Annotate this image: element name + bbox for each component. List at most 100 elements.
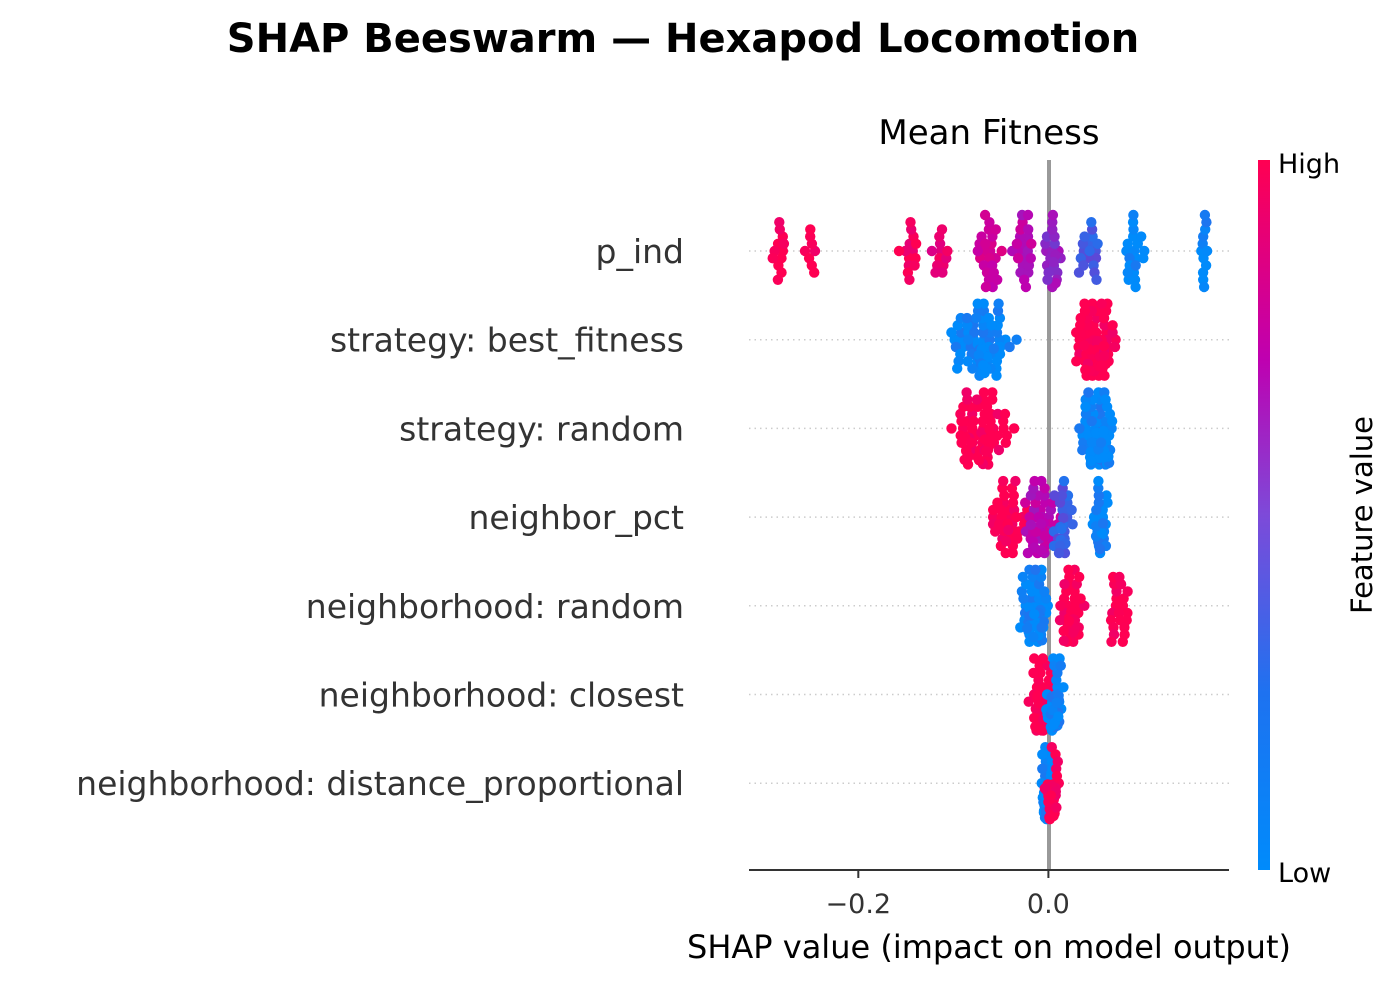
shap-point [805,224,816,235]
shap-point [1085,455,1097,466]
shap-point [1008,423,1020,434]
shap-point [1023,696,1034,707]
shap-point [1035,518,1047,529]
shap-point [979,209,991,221]
shap-point [1037,763,1048,774]
shap-point [809,267,820,278]
feature-rows: p_ind strategy: best_fitness strategy: ran… [76,232,1229,803]
shap-point [1059,579,1070,590]
shap-point [1047,224,1058,235]
shap-point [1074,571,1085,583]
shap-point [1020,281,1032,293]
shap-point [1019,497,1031,508]
shap-point [1075,312,1086,324]
colorbar-high-label: High [1278,149,1340,180]
shap-point [1012,533,1023,544]
shap-point [905,217,916,228]
shap-point [1003,524,1014,536]
shap-point [1055,600,1066,611]
shap-point [1091,504,1102,516]
shap-point [1098,425,1109,437]
shap-point [1042,274,1053,285]
shap-point [1058,635,1070,646]
shap-point [1136,231,1147,242]
shap-point [1117,636,1129,647]
shap-point [1048,719,1059,730]
shap-point [1051,697,1062,708]
shap-point [1039,783,1051,794]
shap-point [1098,452,1110,463]
shap-point [980,238,991,249]
shap-point [1052,756,1064,767]
shap-point [1000,536,1012,547]
shap-point [1010,475,1021,487]
shap-point [926,245,938,257]
feature-label: neighborhood: closest [319,676,684,715]
shap-point [1100,394,1111,405]
shap-point [1078,340,1090,351]
shap-point [999,408,1011,420]
shap-point [1096,298,1107,309]
shap-point [1054,615,1066,626]
x-axis-title: SHAP value (impact on model output) [687,928,1291,966]
shap-point [973,349,984,361]
x-tick-label: 0.0 [1027,889,1070,920]
shap-point [1107,320,1118,331]
shap-point [980,446,992,457]
shap-point [1055,660,1067,671]
shap-point [971,394,983,405]
shap-point [1036,622,1047,633]
shap-point [1048,810,1059,822]
shap-point [1007,547,1018,559]
shap-point [993,298,1004,309]
shap-point [1106,636,1117,647]
shap-point [952,363,963,374]
shap-point [1000,437,1011,448]
shap-point [910,238,922,249]
shap-point [1099,370,1110,381]
shap-point [1051,770,1063,782]
feature-label: neighborhood: distance_proportional [76,764,684,803]
shap-point [1099,350,1110,361]
shap-point [1032,690,1043,701]
shap-point [1094,543,1106,555]
shap-point [1057,512,1069,524]
shap-point [1028,631,1039,643]
shap-point [1022,209,1034,221]
shap-point [996,245,1007,257]
shap-point [1024,511,1035,523]
shap-point [904,274,915,285]
shap-point [1056,490,1068,501]
shap-point [1037,749,1048,760]
shap-point [1049,490,1060,501]
beeswarm-points [767,209,1213,825]
shap-point [1050,277,1061,289]
shap-point [1093,483,1104,494]
shap-point [946,423,957,434]
shap-point [973,455,985,466]
shap-point [1122,586,1133,597]
shap-point [993,444,1005,456]
shap-point [1083,387,1094,398]
shap-point [992,408,1003,420]
shap-point [1012,253,1024,264]
shap-point [1138,253,1149,264]
shap-point [1080,401,1091,412]
feature-label: neighbor_pct [469,498,685,537]
shap-point [1101,490,1112,501]
colorbar [1258,160,1270,870]
shap-point [1029,475,1040,487]
chart-title: SHAP Beeswarm — Hexapod Locomotion [227,16,1139,62]
shap-point [1004,341,1015,353]
feature-label: neighborhood: random [306,587,684,626]
shap-point [1039,586,1050,597]
shap-point [1130,281,1141,293]
shap-point [774,217,785,228]
shap-point [1128,209,1139,221]
shap-point [1029,712,1040,724]
shap-point [1198,281,1210,293]
shap-point [1022,224,1034,235]
shap-point [1053,547,1065,559]
shap-point [968,416,979,427]
